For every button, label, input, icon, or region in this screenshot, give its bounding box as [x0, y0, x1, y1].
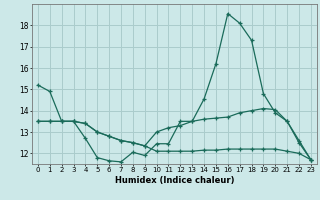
X-axis label: Humidex (Indice chaleur): Humidex (Indice chaleur)	[115, 176, 234, 185]
